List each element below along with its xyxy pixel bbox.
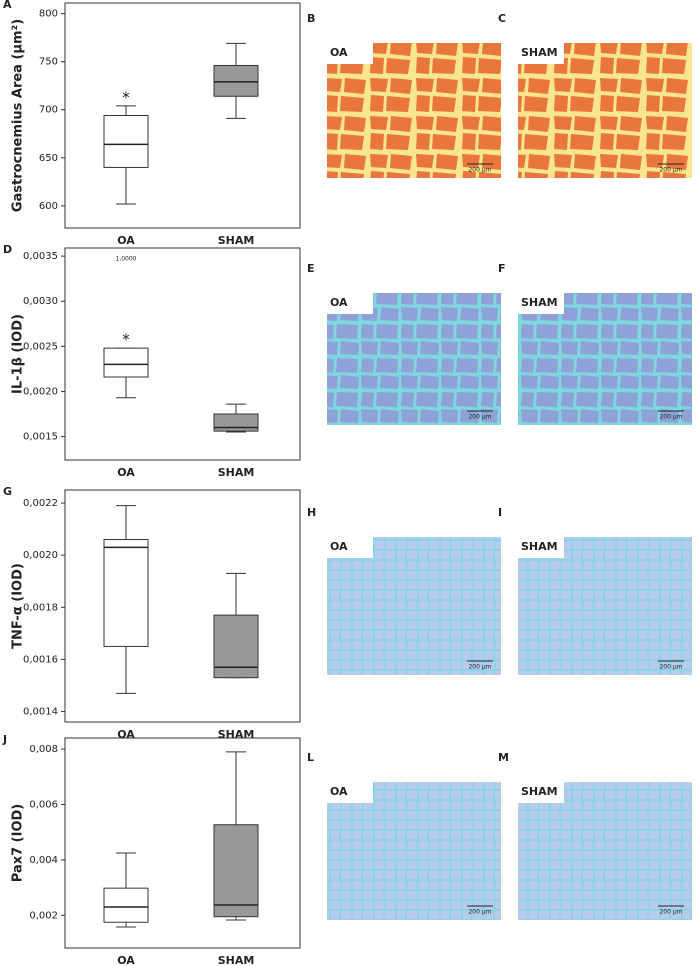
significance-mark: * [122, 331, 130, 349]
y-tick-label: 0,0016 [23, 654, 58, 665]
panel-letter: C [498, 12, 506, 25]
x-tick-label: SHAM [218, 728, 255, 741]
x-tick-label: OA [117, 466, 135, 479]
group-label: OA [330, 540, 348, 553]
scale-label: 200 µm [659, 664, 682, 671]
micrograph [327, 293, 501, 425]
y-tick-label: 0,002 [29, 910, 58, 921]
y-tick-label: 650 [39, 153, 58, 164]
panel-letter: A [3, 0, 12, 11]
x-tick-label: OA [117, 234, 135, 247]
group-label: OA [330, 785, 348, 798]
panel-letter: L [307, 751, 314, 764]
y-tick-label: 0,008 [29, 744, 58, 755]
x-tick-label: SHAM [218, 466, 255, 479]
y-tick-label: 700 [39, 105, 58, 116]
panel-letter: H [307, 506, 316, 519]
y-tick-label: 0,0020 [23, 550, 58, 561]
y-axis-label: IL-1β (IOD) [11, 314, 26, 394]
label-notch [327, 537, 373, 558]
y-tick-label: 0,0014 [23, 707, 58, 718]
label-notch [518, 43, 564, 64]
panel-letter: E [307, 262, 315, 275]
box [103, 887, 149, 923]
box [103, 347, 149, 378]
micrograph [327, 782, 501, 920]
y-tick-label: 0,0030 [23, 296, 58, 307]
box [213, 824, 259, 918]
panel-letter: M [498, 751, 509, 764]
group-label: SHAM [521, 540, 558, 553]
label-notch [327, 782, 373, 803]
plot-frame [64, 737, 301, 949]
label-notch [518, 537, 564, 558]
micrograph [518, 537, 692, 675]
box [213, 614, 259, 679]
scale-label: 200 µm [468, 909, 491, 916]
y-axis-label: Gastrocnemius Area (µm²) [11, 19, 26, 212]
label-notch [327, 293, 373, 314]
x-tick-label: SHAM [218, 234, 255, 247]
group-label: SHAM [521, 785, 558, 798]
scale-label: 200 µm [468, 664, 491, 671]
group-label: OA [330, 296, 348, 309]
micrograph [327, 43, 501, 178]
x-tick-label: OA [117, 728, 135, 741]
label-notch [327, 43, 373, 64]
scale-label: 200 µm [659, 414, 682, 421]
y-tick-label: 0,0020 [23, 386, 58, 397]
y-tick-label: 0,0018 [23, 602, 58, 613]
micrograph [518, 43, 692, 178]
group-label: SHAM [521, 46, 558, 59]
y-tick-label: 0,0015 [23, 432, 58, 443]
plot-frame [64, 247, 301, 461]
box [103, 115, 149, 168]
scale-label: 200 µm [468, 167, 491, 174]
box [213, 65, 259, 97]
group-label: OA [330, 46, 348, 59]
micrograph [518, 782, 692, 920]
y-tick-label: 750 [39, 57, 58, 68]
y-axis-label: Pax7 (IOD) [11, 804, 26, 882]
y-tick-label: 0,0025 [23, 341, 58, 352]
label-notch [518, 293, 564, 314]
y-tick-label: 0,0022 [23, 498, 58, 509]
panel-letter: I [498, 506, 502, 519]
panel-letter: G [3, 485, 12, 498]
y-tick-label: 0,006 [29, 799, 58, 810]
y-tick-label: 600 [39, 201, 58, 212]
y-tick-label: 0,0035 [23, 251, 58, 262]
scale-label: 200 µm [659, 909, 682, 916]
box [213, 413, 259, 432]
outlier-label: 1,0000 [116, 255, 137, 262]
panel-letter: J [2, 733, 7, 746]
significance-mark: * [122, 88, 130, 106]
panel-letter: B [307, 12, 315, 25]
label-notch [518, 782, 564, 803]
panel-letter: D [3, 243, 12, 256]
group-label: SHAM [521, 296, 558, 309]
y-tick-label: 0,004 [29, 855, 58, 866]
x-tick-label: SHAM [218, 954, 255, 966]
y-tick-label: 800 [39, 9, 58, 20]
panel-letter: F [498, 262, 506, 275]
plot-frame [64, 2, 301, 229]
x-tick-label: OA [117, 954, 135, 966]
plot-frame [64, 489, 301, 723]
micrograph [327, 537, 501, 675]
scale-label: 200 µm [659, 167, 682, 174]
micrograph [518, 293, 692, 425]
scale-label: 200 µm [468, 414, 491, 421]
y-axis-label: TNF-α (IOD) [11, 563, 26, 649]
box [103, 539, 149, 647]
